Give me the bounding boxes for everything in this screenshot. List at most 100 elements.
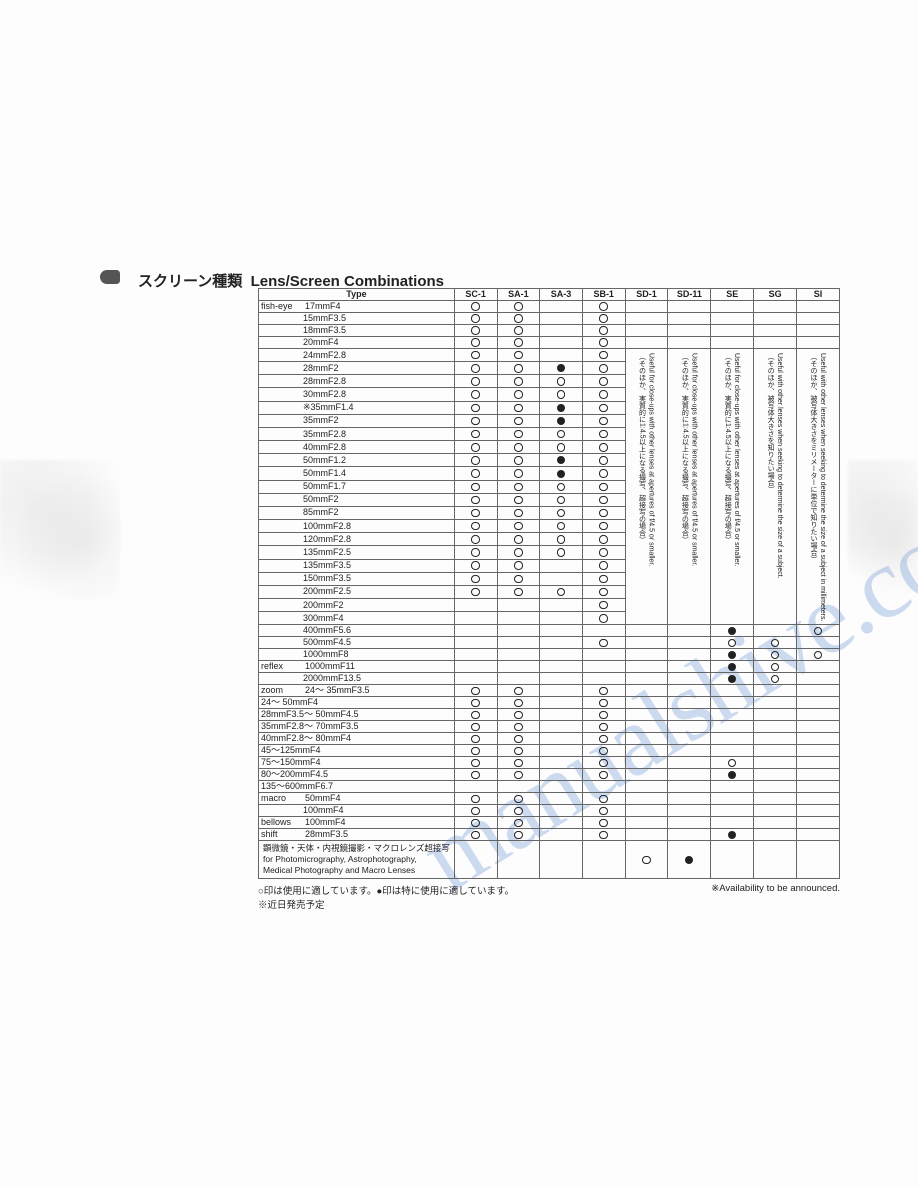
vertical-note-jp: （そのほか、実質的に1:4.5以上になる撮写、超接写の場合） (680, 353, 689, 566)
cell: （そのほか、実質的に1:4.5以上になる撮写、超接写の場合）Useful for… (711, 349, 754, 625)
vertical-note-jp: （そのほか、被写体大きさをミリメーターに単位で知りたい場合） (809, 353, 818, 621)
cell (454, 559, 497, 572)
cell (582, 733, 625, 745)
cell (454, 721, 497, 733)
cell (454, 441, 497, 454)
page: manualshive.com スクリーン種類 Lens/Screen Comb… (0, 0, 918, 1188)
cell (711, 337, 754, 349)
table-row: 75～150mmF4 (259, 757, 840, 769)
cell (668, 769, 711, 781)
cell (540, 301, 583, 313)
circle-icon (471, 548, 480, 557)
table-row: 18mmF3.5 (259, 325, 840, 337)
cell (625, 757, 668, 769)
circle-icon (514, 390, 523, 399)
table-row: 400mmF5.6 (259, 625, 840, 637)
circle-icon (514, 747, 523, 756)
cell (454, 388, 497, 401)
cell (582, 301, 625, 313)
cell (497, 506, 540, 519)
circle-icon (599, 417, 608, 426)
table-row: 45～125mmF4 (259, 745, 840, 757)
cell (754, 781, 797, 793)
filled-circle-icon (557, 417, 565, 425)
cell (797, 817, 840, 829)
footnote-left-line1: ○印は使用に適しています。●印は特に使用に適しています。 (258, 883, 514, 897)
filled-circle-icon (728, 651, 736, 659)
cell (711, 313, 754, 325)
cell (454, 685, 497, 697)
cell (497, 493, 540, 506)
cell (540, 733, 583, 745)
category-label: macro (261, 793, 286, 804)
filled-circle-icon (557, 364, 565, 372)
filled-circle-icon (728, 675, 736, 683)
vertical-note-jp: （そのほか、被写体大きさを知りたい場合） (766, 353, 775, 579)
cell (668, 313, 711, 325)
cell (497, 520, 540, 533)
lens-label: shift28mmF3.5 (259, 829, 455, 841)
circle-icon (471, 469, 480, 478)
cell (754, 673, 797, 685)
cell (497, 685, 540, 697)
circle-icon (514, 819, 523, 828)
circle-icon (514, 795, 523, 804)
circle-icon (471, 735, 480, 744)
cell (625, 817, 668, 829)
cell (454, 733, 497, 745)
circle-icon (599, 430, 608, 439)
circle-icon (471, 699, 480, 708)
cell (582, 585, 625, 598)
cell (711, 841, 754, 879)
scan-noise-left (0, 460, 120, 600)
filled-circle-icon (557, 456, 565, 464)
cell (540, 612, 583, 625)
lens-label: 50mmF1.2 (259, 454, 455, 467)
circle-icon (514, 496, 523, 505)
cell (540, 388, 583, 401)
vertical-note-en: Useful with other lenses when seeking to… (818, 353, 827, 621)
cell (540, 625, 583, 637)
table-row: 24～ 50mmF4 (259, 697, 840, 709)
category-label: zoom (261, 685, 283, 696)
cell (754, 301, 797, 313)
circle-icon (514, 723, 523, 732)
lens-label: 15mmF3.5 (259, 313, 455, 325)
cell (668, 649, 711, 661)
circle-icon (471, 711, 480, 720)
cell (668, 661, 711, 673)
cell (497, 769, 540, 781)
cell (754, 733, 797, 745)
cell (668, 829, 711, 841)
circle-icon (514, 711, 523, 720)
cell: （そのほか、実質的に1:4.5以上になる撮写、超接写の場合）Useful for… (668, 349, 711, 625)
circle-icon (471, 819, 480, 828)
cell (625, 805, 668, 817)
cell (497, 757, 540, 769)
header-col-SI: SI (797, 289, 840, 301)
cell (625, 721, 668, 733)
cell (540, 661, 583, 673)
cell (497, 745, 540, 757)
cell (497, 585, 540, 598)
cell (582, 841, 625, 879)
cell (754, 745, 797, 757)
cell (540, 793, 583, 805)
circle-icon (599, 314, 608, 323)
special-row: 顕微鏡・天体・内視鏡撮影・マクロレンズ超接写for Photomicrograp… (259, 841, 840, 879)
cell (540, 313, 583, 325)
cell (454, 829, 497, 841)
cell (454, 572, 497, 585)
circle-icon (471, 522, 480, 531)
cell (625, 649, 668, 661)
cell (582, 598, 625, 611)
cell (625, 829, 668, 841)
cell (668, 697, 711, 709)
circle-icon (471, 430, 480, 439)
cell (797, 661, 840, 673)
circle-icon (471, 351, 480, 360)
cell: （そのほか、被写体大きさを知りたい場合）Useful with other le… (754, 349, 797, 625)
cell (454, 480, 497, 493)
table-row: shift28mmF3.5 (259, 829, 840, 841)
circle-icon (599, 351, 608, 360)
